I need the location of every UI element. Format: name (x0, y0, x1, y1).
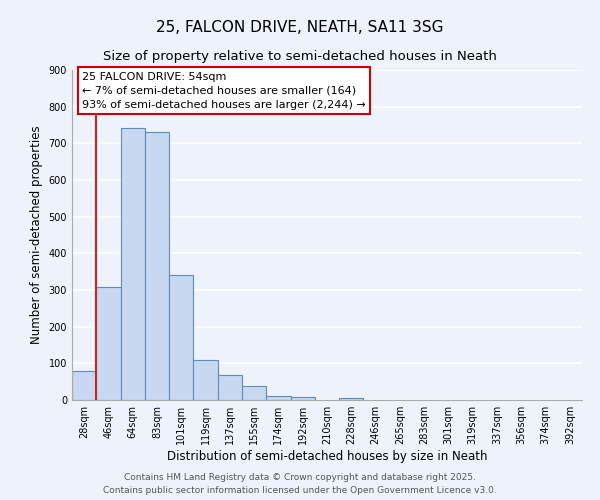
Bar (290, 397, 315, 400)
Text: 25, FALCON DRIVE, NEATH, SA11 3SG: 25, FALCON DRIVE, NEATH, SA11 3SG (156, 20, 444, 35)
Bar (193, 360, 218, 400)
Bar (121, 128, 145, 400)
Text: Size of property relative to semi-detached houses in Neath: Size of property relative to semi-detach… (103, 50, 497, 63)
Text: 25 FALCON DRIVE: 54sqm
← 7% of semi-detached houses are smaller (164)
93% of sem: 25 FALCON DRIVE: 54sqm ← 7% of semi-deta… (82, 72, 366, 110)
Bar (145, 132, 169, 400)
Y-axis label: Number of semi-detached properties: Number of semi-detached properties (30, 126, 43, 344)
Bar (169, 276, 193, 400)
Bar (339, 398, 364, 400)
Bar (242, 386, 266, 400)
Bar (72, 370, 96, 400)
X-axis label: Distribution of semi-detached houses by size in Neath: Distribution of semi-detached houses by … (167, 450, 487, 463)
Bar (266, 396, 290, 400)
Text: Contains HM Land Registry data © Crown copyright and database right 2025.: Contains HM Land Registry data © Crown c… (124, 474, 476, 482)
Bar (218, 375, 242, 400)
Bar (96, 287, 121, 400)
Text: Contains public sector information licensed under the Open Government Licence v3: Contains public sector information licen… (103, 486, 497, 495)
